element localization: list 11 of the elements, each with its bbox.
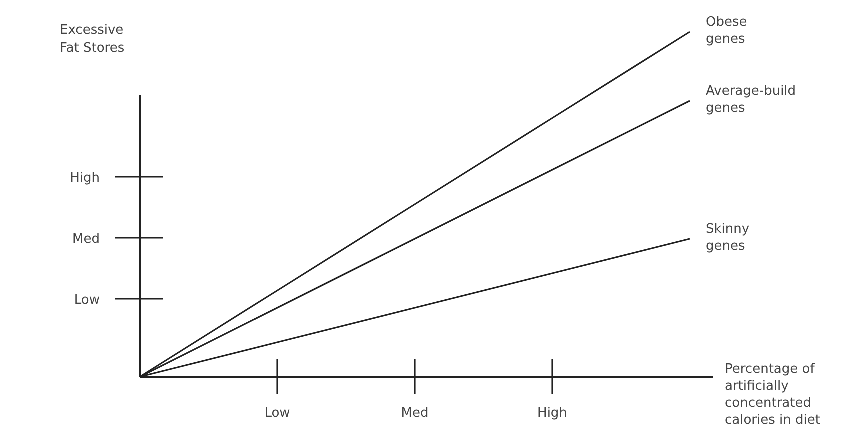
text: Low (74, 293, 100, 308)
series-label: Obese genes (706, 15, 748, 47)
x-tick-label: Low (264, 406, 291, 421)
series-label: Skinny genes (706, 222, 750, 254)
x-tick-label: High (538, 406, 568, 421)
text: Med (72, 232, 100, 247)
x-tick-label: Med (401, 406, 429, 421)
x-axis-title: Percentage of artificially concentrated calories in diet (725, 362, 820, 428)
text: High (70, 171, 100, 186)
y-axis-title: Excessive Fat Stores (60, 23, 125, 56)
series-label: Average-build genes (706, 84, 796, 116)
